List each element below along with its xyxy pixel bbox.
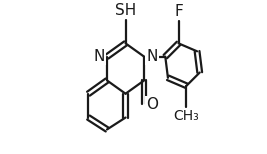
Text: O: O (147, 97, 159, 112)
Text: CH₃: CH₃ (174, 109, 199, 123)
Text: N: N (146, 49, 158, 64)
Text: N: N (94, 49, 105, 64)
Text: F: F (174, 4, 183, 19)
Text: SH: SH (115, 3, 136, 18)
